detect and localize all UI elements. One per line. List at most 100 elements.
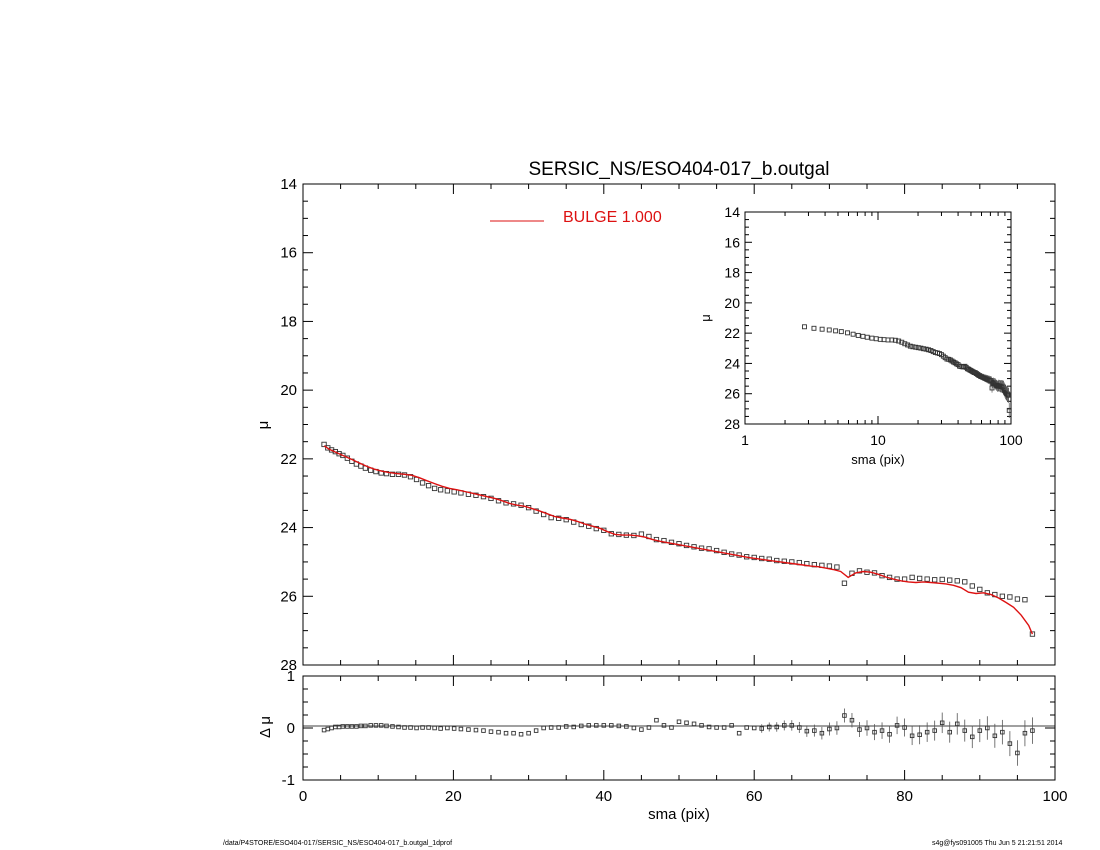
- main-y-tick-label: 26: [280, 588, 297, 605]
- x-tick-labels: 0 20 40 60 80 100: [299, 788, 1068, 805]
- data-point: [947, 577, 953, 583]
- data-point: [954, 578, 960, 584]
- residual-point: [368, 723, 373, 728]
- residual-point: [373, 723, 379, 728]
- residual-point: [432, 725, 437, 731]
- residual-y-tick-label: 1: [287, 668, 295, 685]
- residual-point: [481, 728, 486, 733]
- inset-data-points: [802, 324, 1012, 419]
- chart-title: SERSIC_NS/ESO404-017_b.outgal: [528, 159, 829, 180]
- data-point: [909, 574, 915, 581]
- data-point: [962, 579, 968, 585]
- residual-point: [887, 731, 892, 737]
- x-tick-label: 0: [299, 788, 307, 805]
- residual-point: [639, 727, 644, 732]
- data-point: [939, 576, 945, 583]
- main-y-tick-labels: 14 16 18 20 22 24 26 28: [280, 176, 297, 674]
- residual-point: [669, 725, 674, 730]
- residual-point: [774, 724, 780, 730]
- inset-plot-frame: [744, 211, 1012, 425]
- residual-point: [782, 723, 787, 728]
- inset-data-point: [1006, 407, 1012, 413]
- data-point: [473, 492, 479, 498]
- inset-data-point: [921, 346, 926, 352]
- residual-point: [458, 726, 464, 732]
- residual-y-axis-label: Δ μ: [257, 716, 274, 738]
- residual-point: [759, 726, 764, 731]
- residual-point: [329, 725, 334, 731]
- inset-y-tick-label: 16: [724, 234, 740, 250]
- inset-data-point: [923, 346, 929, 352]
- residual-point: [345, 724, 350, 729]
- data-point: [841, 580, 848, 586]
- inset-data-point: [907, 343, 913, 349]
- residual-point: [541, 725, 546, 731]
- inset-data-point: [826, 327, 832, 333]
- bulge-model-line: [323, 445, 1034, 635]
- inset-y-axis-label: μ: [698, 314, 713, 322]
- inset-data-point: [896, 338, 902, 344]
- residual-point: [624, 724, 629, 729]
- residual-point: [699, 723, 704, 728]
- residual-point: [691, 721, 697, 727]
- inset-x-tick-labels: 1 10 100: [741, 432, 1023, 448]
- inset-x-tick-label: 100: [999, 432, 1023, 448]
- residual-point: [962, 728, 968, 733]
- residual-axis-ticks: [302, 675, 1056, 781]
- residual-point: [466, 727, 471, 732]
- residual-point: [349, 724, 355, 729]
- inset-y-tick-label: 20: [724, 295, 740, 311]
- residual-point: [358, 723, 364, 729]
- x-tick-label: 80: [896, 788, 913, 805]
- residual-point: [827, 726, 832, 732]
- inset-y-tick-label: 22: [724, 325, 740, 341]
- residual-point: [684, 720, 689, 726]
- residual-point: [556, 725, 561, 730]
- footer-timestamp: s4g@fys091005 Thu Jun 5 21:21:51 2014: [932, 840, 1063, 847]
- residual-point: [654, 717, 659, 723]
- residual-point: [321, 727, 327, 733]
- main-y-tick-label: 24: [280, 520, 297, 537]
- residual-point: [939, 720, 945, 726]
- inset-data-point: [833, 328, 839, 334]
- residual-point: [729, 723, 734, 728]
- main-y-tick-label: 20: [280, 382, 297, 399]
- main-y-tick-label: 18: [280, 313, 297, 330]
- residual-point: [438, 726, 443, 731]
- data-point: [419, 480, 426, 486]
- main-y-tick-label: 28: [280, 657, 297, 674]
- data-point: [321, 441, 327, 448]
- residual-point: [932, 728, 937, 733]
- residual-point: [766, 724, 772, 730]
- residual-point: [616, 723, 622, 729]
- residual-point: [954, 721, 960, 727]
- residual-point: [977, 728, 983, 733]
- inset-data-point: [899, 339, 905, 345]
- residual-point: [909, 733, 915, 739]
- inset-data-point: [864, 334, 870, 340]
- data-point: [444, 488, 451, 494]
- residual-point: [812, 728, 817, 733]
- main-axis-ticks: [302, 183, 1056, 666]
- residual-point: [902, 725, 907, 730]
- x-tick-label: 20: [445, 788, 462, 805]
- inset-y-tick-labels: 14 16 18 20 22 24 26 28: [724, 204, 740, 432]
- data-point: [1022, 597, 1028, 603]
- inset-data-point: [838, 329, 844, 335]
- residual-point: [676, 719, 682, 725]
- inset-data-point: [918, 345, 924, 351]
- footer-file-path: /data/P4STORE/ESO404-017/SERSIC_NS/ESO40…: [223, 840, 453, 847]
- data-point: [593, 525, 599, 532]
- inset-x-axis-label: sma (pix): [851, 452, 904, 467]
- main-y-tick-label: 22: [280, 451, 297, 468]
- data-point: [826, 563, 833, 569]
- residual-point: [797, 725, 802, 730]
- residual-point: [1022, 730, 1028, 736]
- inset-data-point: [915, 345, 921, 351]
- residual-point: [1000, 729, 1005, 735]
- residual-point: [533, 728, 539, 733]
- data-point: [977, 586, 983, 593]
- residual-point: [751, 725, 757, 731]
- inset-data-point: [913, 344, 919, 350]
- residual-point: [736, 730, 742, 736]
